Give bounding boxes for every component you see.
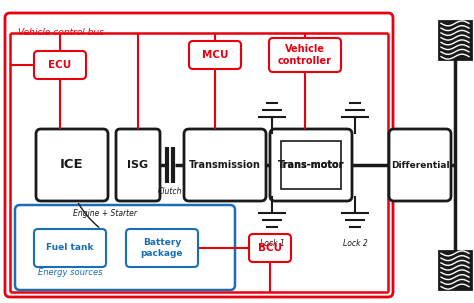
FancyBboxPatch shape xyxy=(184,129,266,201)
FancyBboxPatch shape xyxy=(189,41,241,69)
Text: Energy sources: Energy sources xyxy=(38,268,102,277)
FancyBboxPatch shape xyxy=(249,234,291,262)
Text: ECU: ECU xyxy=(48,60,72,70)
FancyBboxPatch shape xyxy=(5,13,393,297)
Text: Trans-motor: Trans-motor xyxy=(278,160,344,170)
Text: Clutch: Clutch xyxy=(158,187,182,196)
Bar xyxy=(439,251,471,289)
FancyBboxPatch shape xyxy=(116,129,160,201)
FancyBboxPatch shape xyxy=(389,129,451,201)
Text: Engine + Starter: Engine + Starter xyxy=(73,209,137,218)
Text: MCU: MCU xyxy=(202,50,228,60)
FancyBboxPatch shape xyxy=(15,205,235,290)
Bar xyxy=(281,141,341,189)
Text: Differential: Differential xyxy=(391,161,449,169)
FancyBboxPatch shape xyxy=(36,129,108,201)
FancyBboxPatch shape xyxy=(270,129,352,201)
Bar xyxy=(439,21,471,59)
Text: Vehicle
controller: Vehicle controller xyxy=(278,44,332,66)
Text: ISG: ISG xyxy=(128,160,148,170)
Text: BCU: BCU xyxy=(258,243,282,253)
Text: ICE: ICE xyxy=(60,158,84,171)
Text: Fuel tank: Fuel tank xyxy=(46,244,94,252)
FancyBboxPatch shape xyxy=(34,229,106,267)
Text: Transmission: Transmission xyxy=(189,160,261,170)
FancyBboxPatch shape xyxy=(126,229,198,267)
FancyBboxPatch shape xyxy=(269,38,341,72)
Text: Lock 2: Lock 2 xyxy=(343,239,367,248)
Text: Trans-motor: Trans-motor xyxy=(278,160,344,170)
Text: Lock 1: Lock 1 xyxy=(260,239,284,248)
Text: Vehicle control bus: Vehicle control bus xyxy=(18,28,104,37)
Text: Battery
package: Battery package xyxy=(141,238,183,258)
FancyBboxPatch shape xyxy=(34,51,86,79)
